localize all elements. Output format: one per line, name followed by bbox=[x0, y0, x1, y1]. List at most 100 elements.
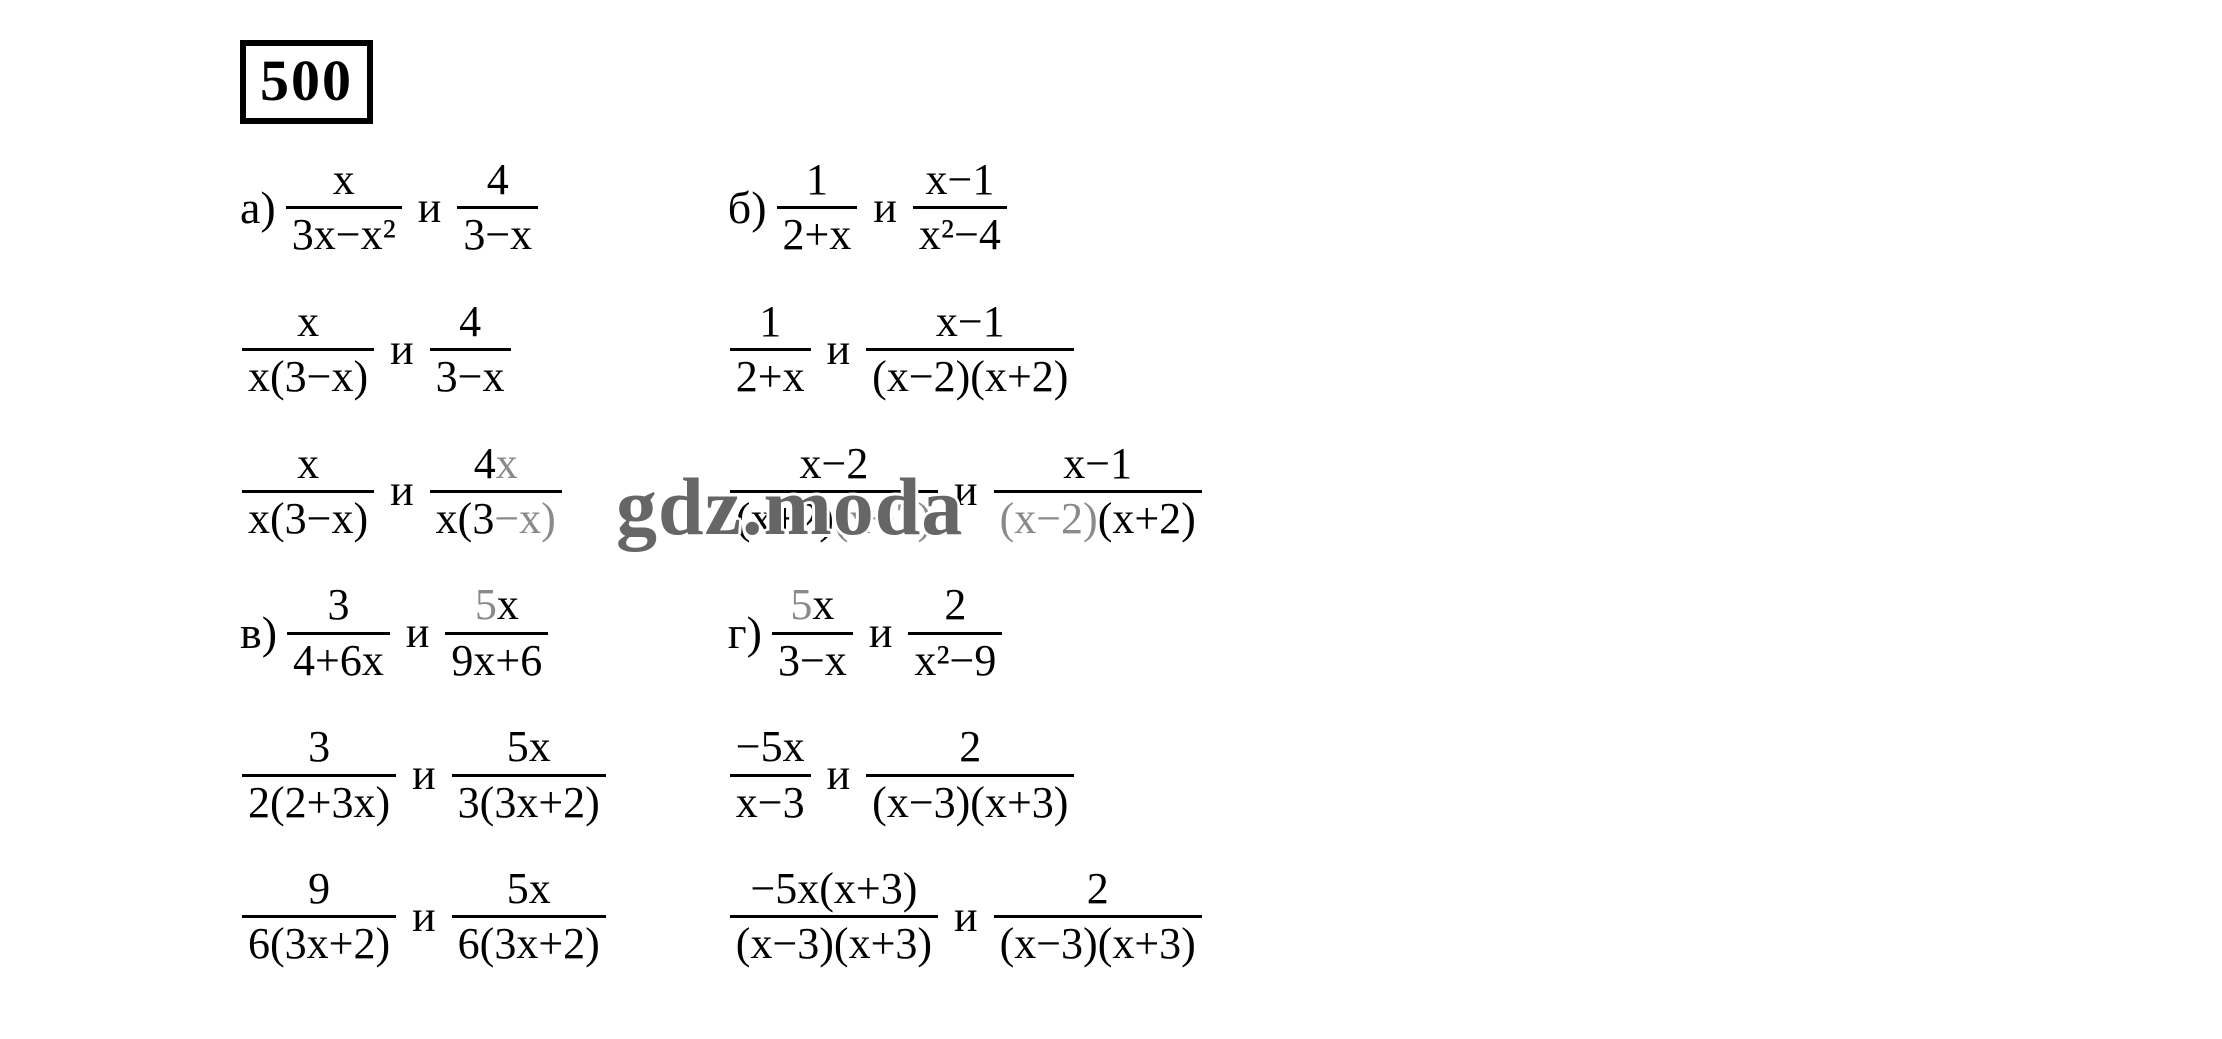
fraction: x−1 (x−2)(x+2) bbox=[866, 296, 1074, 404]
fraction-denominator: (x−2)(x+2) bbox=[866, 351, 1074, 403]
fraction-numerator: 4 bbox=[453, 296, 487, 348]
fraction-denominator: 6(3x+2) bbox=[452, 918, 606, 970]
fraction: −5x(x+3) (x−3)(x+3) bbox=[730, 863, 938, 971]
fraction: 5x 3−x bbox=[772, 579, 853, 687]
fraction-numerator: x−1 bbox=[920, 154, 1001, 206]
fraction-numerator: 1 bbox=[800, 154, 834, 206]
conjunction: и bbox=[954, 469, 978, 513]
fraction: x−1 x²−4 bbox=[913, 154, 1007, 262]
fraction-numerator: 5x bbox=[784, 579, 840, 631]
conjunction: и bbox=[827, 753, 851, 797]
subpart-label: б) bbox=[728, 185, 767, 231]
fraction: 2 (x−3)(x+3) bbox=[994, 863, 1202, 971]
fraction-denominator: (x−3)(x+3) bbox=[730, 918, 938, 970]
fraction: x 3x−x² bbox=[286, 154, 402, 262]
conjunction: и bbox=[412, 895, 436, 939]
fraction-denominator: 3x−x² bbox=[286, 209, 402, 261]
fraction-denominator: 3(3x+2) bbox=[452, 777, 606, 829]
fraction-denominator: (x−2)(x+2) bbox=[994, 493, 1202, 545]
fraction-denominator: 4+6x bbox=[287, 635, 390, 687]
subpart-label: в) bbox=[240, 610, 277, 656]
conjunction: и bbox=[827, 328, 851, 372]
fraction-denominator: (x−3)(x+3) bbox=[994, 918, 1202, 970]
faded-text: x bbox=[496, 439, 518, 488]
fraction-numerator: 2 bbox=[938, 579, 972, 631]
row-g-2: −5x x−3 и 2 (x−3)(x+3) bbox=[728, 721, 1204, 829]
conjunction: и bbox=[954, 895, 978, 939]
fraction: 4 3−x bbox=[457, 154, 538, 262]
fraction-numerator: 4 bbox=[481, 154, 515, 206]
row-v-3: 9 6(3x+2) и 5x 6(3x+2) bbox=[240, 863, 608, 971]
conjunction: и bbox=[418, 186, 442, 230]
fraction-denominator: 3−x bbox=[430, 351, 511, 403]
fraction-numerator: 2 bbox=[1081, 863, 1115, 915]
row-a-3: x x(3−x) и 4x x(3−x) bbox=[240, 438, 608, 546]
subpart-label: а) bbox=[240, 185, 276, 231]
problem-number: 500 bbox=[240, 40, 373, 124]
fraction-numerator: 4x bbox=[468, 438, 524, 490]
fraction: x x(3−x) bbox=[242, 296, 374, 404]
fraction-denominator: 9x+6 bbox=[445, 635, 548, 687]
fraction: x x(3−x) bbox=[242, 438, 374, 546]
fraction-numerator: 5x bbox=[469, 579, 525, 631]
row-g-3: −5x(x+3) (x−3)(x+3) и 2 (x−3)(x+3) bbox=[728, 863, 1204, 971]
fraction-numerator: −5x bbox=[730, 721, 811, 773]
fraction-numerator: x−1 bbox=[1057, 438, 1138, 490]
faded-text: (x−2) bbox=[1000, 494, 1098, 543]
faded-text: −x) bbox=[494, 494, 555, 543]
fraction: 5x 6(3x+2) bbox=[452, 863, 606, 971]
fraction: 5x 3(3x+2) bbox=[452, 721, 606, 829]
row-b-3: x−2 (x+2)(x−2) и x−1 (x−2)(x+2) bbox=[728, 438, 1204, 546]
fraction-denominator: (x−3)(x+3) bbox=[866, 777, 1074, 829]
row-v-1: в) 3 4+6x и 5x 9x+6 bbox=[240, 579, 608, 687]
row-v-2: 3 2(2+3x) и 5x 3(3x+2) bbox=[240, 721, 608, 829]
fraction-numerator: x bbox=[327, 154, 361, 206]
fraction-numerator: x−2 bbox=[794, 438, 875, 490]
fraction-numerator: 3 bbox=[302, 721, 336, 773]
fraction-numerator: x bbox=[291, 438, 325, 490]
page: 500 а) x 3x−x² и 4 3−x x bbox=[0, 0, 2222, 1039]
faded-text: 5 bbox=[475, 580, 497, 629]
fraction: 2 (x−3)(x+3) bbox=[866, 721, 1074, 829]
fraction-denominator: x(3−x) bbox=[242, 351, 374, 403]
fraction-denominator: 3−x bbox=[772, 635, 853, 687]
fraction-numerator: 5x bbox=[501, 863, 557, 915]
fraction: −5x x−3 bbox=[730, 721, 811, 829]
fraction-denominator: (x+2)(x−2) bbox=[730, 493, 938, 545]
faded-text: 5 bbox=[790, 580, 812, 629]
fraction-denominator: x²−9 bbox=[908, 635, 1002, 687]
row-a-1: а) x 3x−x² и 4 3−x bbox=[240, 154, 608, 262]
fraction-numerator: x bbox=[291, 296, 325, 348]
row-b-1: б) 1 2+x и x−1 x²−4 bbox=[728, 154, 1204, 262]
fraction: 3 2(2+3x) bbox=[242, 721, 396, 829]
column-left: а) x 3x−x² и 4 3−x x x(3−x) bbox=[240, 154, 608, 1005]
fraction: 3 4+6x bbox=[287, 579, 390, 687]
fraction: x−2 (x+2)(x−2) bbox=[730, 438, 938, 546]
conjunction: и bbox=[390, 469, 414, 513]
conjunction: и bbox=[873, 186, 897, 230]
fraction: 9 6(3x+2) bbox=[242, 863, 396, 971]
fraction: 4x x(3−x) bbox=[430, 438, 562, 546]
fraction-denominator: 2+x bbox=[730, 351, 811, 403]
column-right: б) 1 2+x и x−1 x²−4 1 2+x bbox=[728, 154, 1204, 1005]
fraction: 1 2+x bbox=[777, 154, 858, 262]
faded-text: (x−2) bbox=[834, 494, 932, 543]
conjunction: и bbox=[406, 611, 430, 655]
fraction-denominator: x−3 bbox=[730, 777, 811, 829]
fraction: 2 x²−9 bbox=[908, 579, 1002, 687]
row-b-2: 1 2+x и x−1 (x−2)(x+2) bbox=[728, 296, 1204, 404]
fraction-denominator: 3−x bbox=[457, 209, 538, 261]
conjunction: и bbox=[869, 611, 893, 655]
fraction-numerator: −5x(x+3) bbox=[744, 863, 923, 915]
fraction-denominator: x²−4 bbox=[913, 209, 1007, 261]
fraction: 4 3−x bbox=[430, 296, 511, 404]
row-g-1: г) 5x 3−x и 2 x²−9 bbox=[728, 579, 1204, 687]
fraction-numerator: 1 bbox=[753, 296, 787, 348]
fraction: 5x 9x+6 bbox=[445, 579, 548, 687]
fraction-denominator: 6(3x+2) bbox=[242, 918, 396, 970]
fraction-numerator: 2 bbox=[953, 721, 987, 773]
fraction-numerator: 3 bbox=[321, 579, 355, 631]
fraction-denominator: x(3−x) bbox=[430, 493, 562, 545]
fraction-denominator: 2+x bbox=[777, 209, 858, 261]
fraction-denominator: x(3−x) bbox=[242, 493, 374, 545]
